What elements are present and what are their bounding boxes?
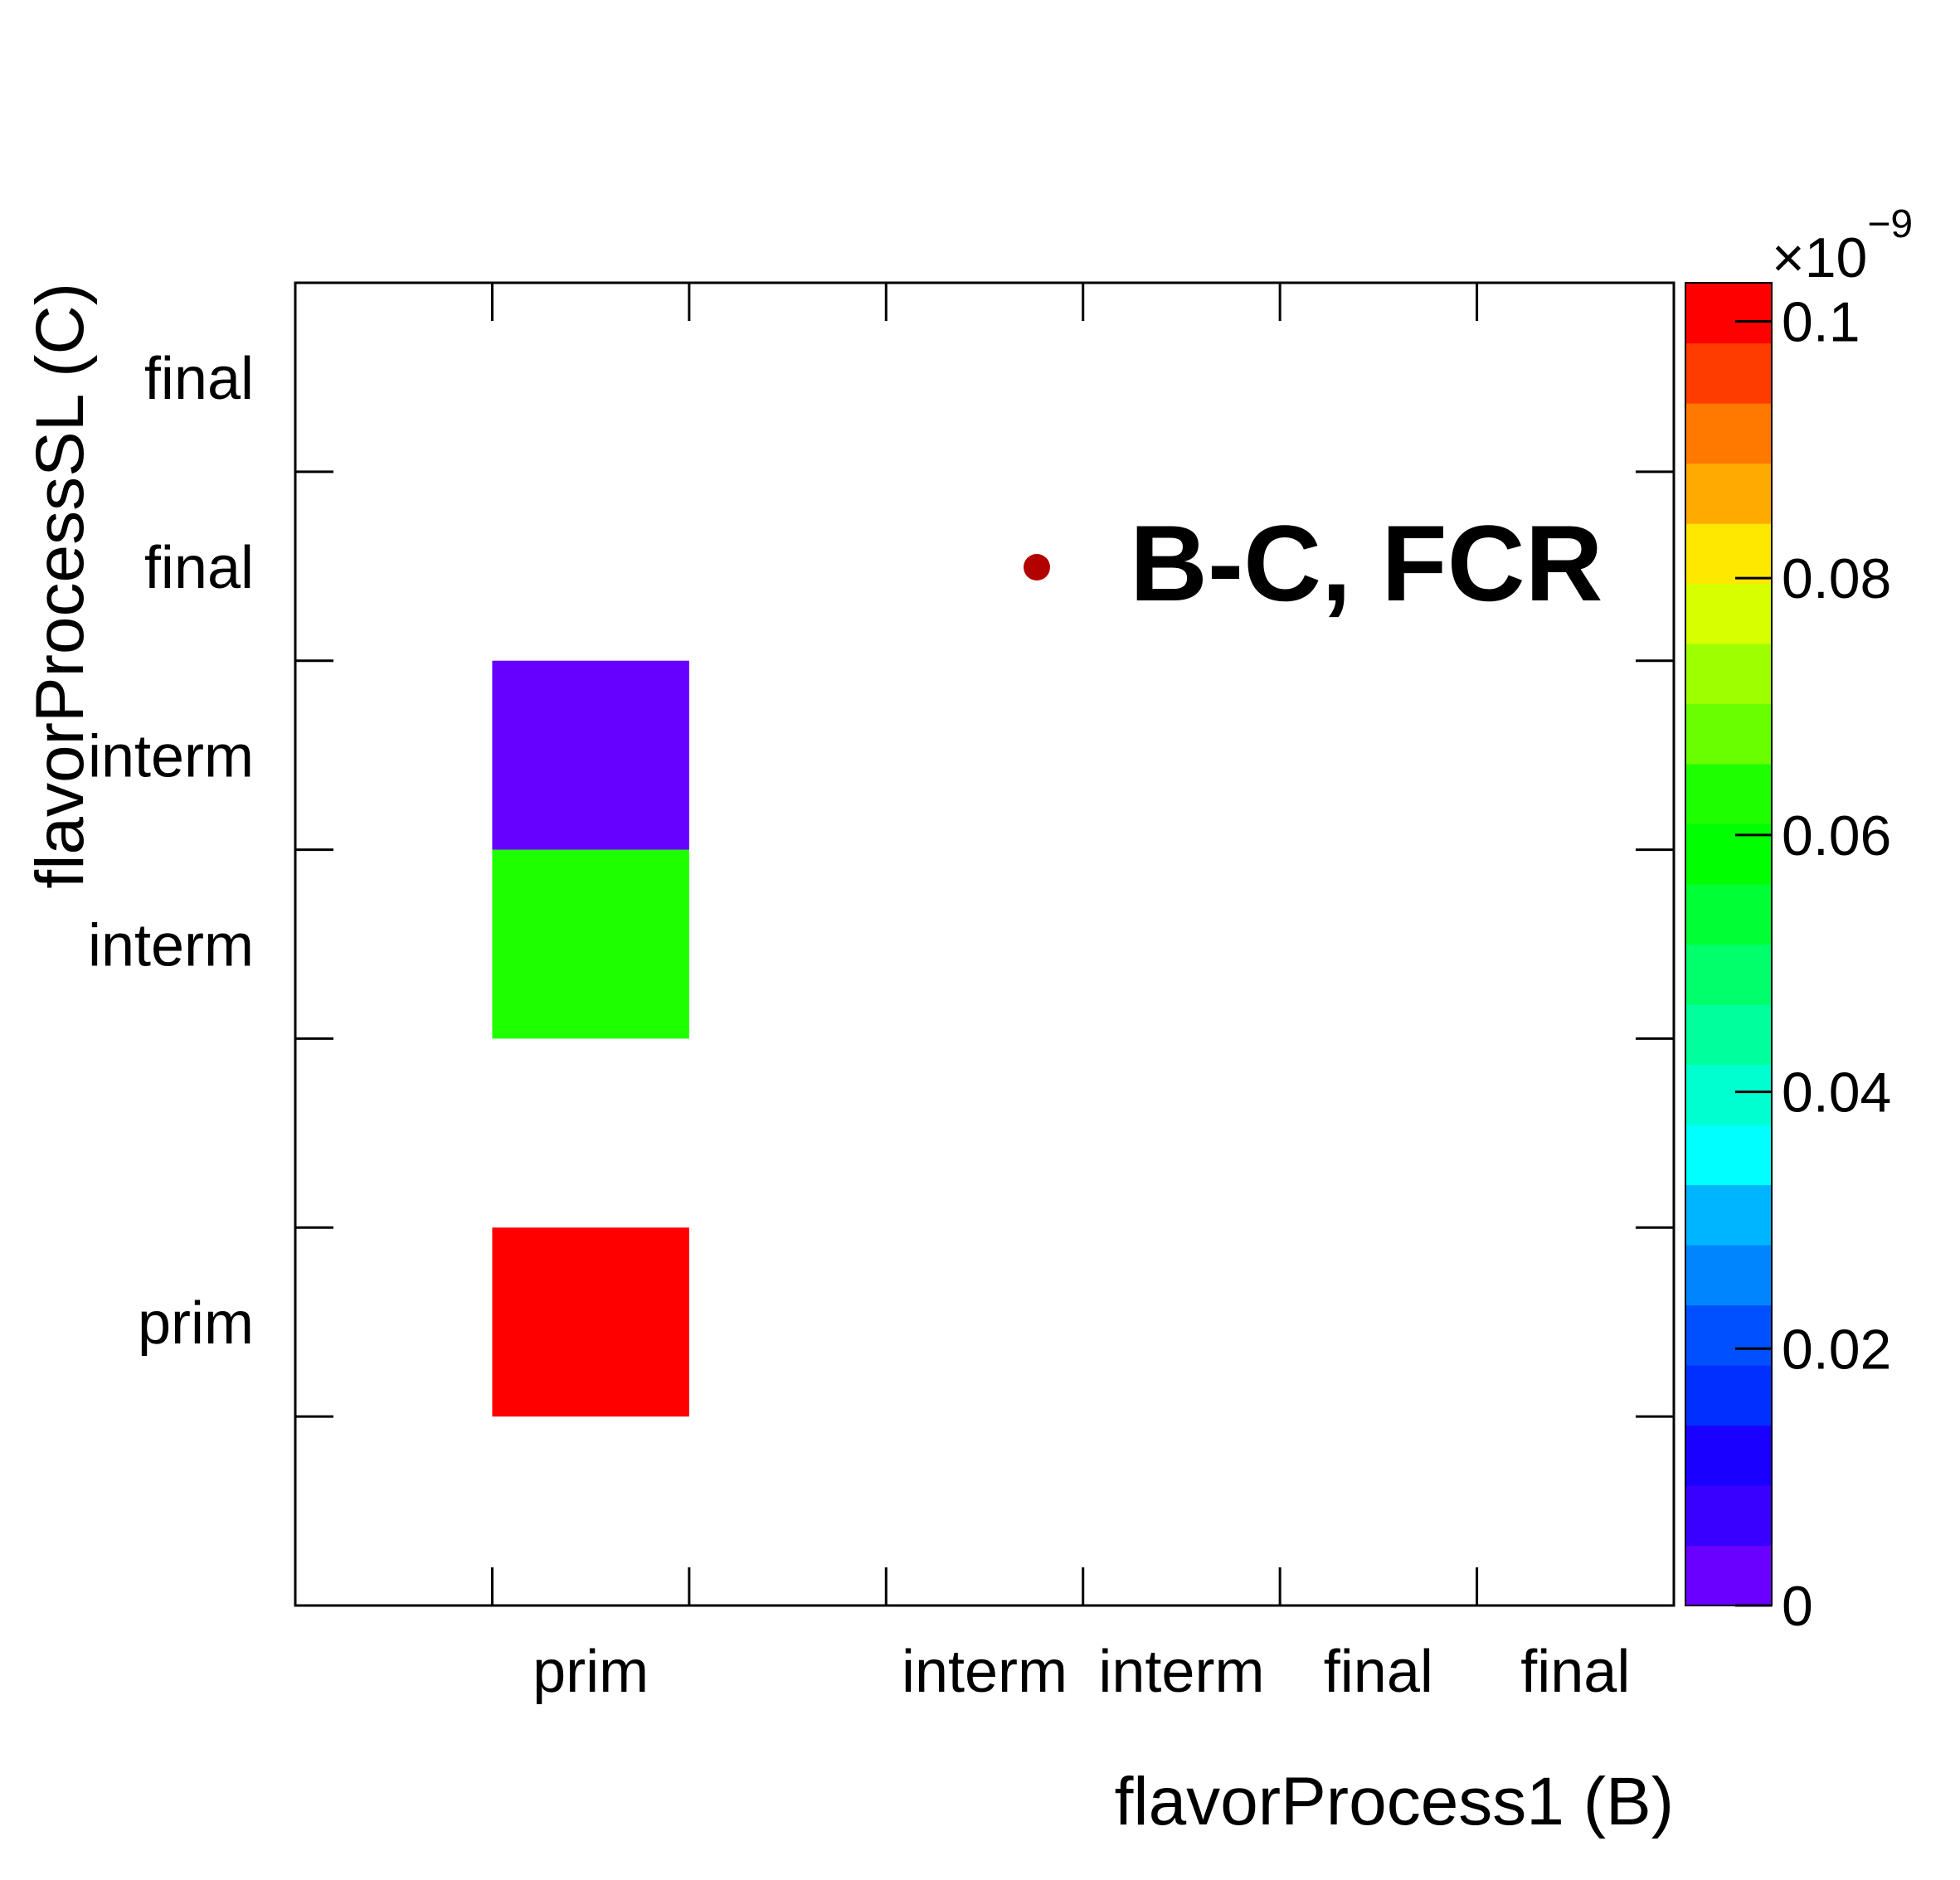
legend-marker xyxy=(1024,554,1050,581)
color-scale-multiplier: ×10−9 xyxy=(1772,202,1913,289)
y-tick-label: prim xyxy=(138,1290,254,1357)
color-scale-band-2 xyxy=(1685,1425,1772,1486)
color-scale-band-12 xyxy=(1685,823,1772,885)
color-scale-multiplier-base: ×10 xyxy=(1772,226,1867,289)
color-scale-band-6 xyxy=(1685,1184,1772,1246)
color-scale-band-11 xyxy=(1685,884,1772,945)
color-scale-band-5 xyxy=(1685,1245,1772,1306)
color-scale-band-14 xyxy=(1685,703,1772,765)
color-scale-band-1 xyxy=(1685,1485,1772,1547)
color-scale-band-20 xyxy=(1685,342,1772,404)
y-axis-title: flavorProcessSL (C) xyxy=(22,283,98,889)
x-axis-title: flavorProcess1 (B) xyxy=(1115,1764,1674,1839)
color-scale-band-19 xyxy=(1685,403,1772,464)
x-tick-label: final xyxy=(1520,1639,1630,1705)
x-tick-labels: prim interm interm final final xyxy=(533,1639,1630,1705)
color-scale-band-21 xyxy=(1685,283,1772,344)
color-scale-frame xyxy=(1685,282,1773,1606)
y-tick-label: interm xyxy=(88,913,254,979)
color-scale-tick-label: 0.1 xyxy=(1782,290,1860,353)
color-scale-band-13 xyxy=(1685,764,1772,825)
color-scale-band-16 xyxy=(1685,583,1772,644)
color-scale-band-4 xyxy=(1685,1304,1772,1366)
legend: B-C, FCR xyxy=(1024,503,1603,624)
color-scale-band-15 xyxy=(1685,644,1772,705)
heatmap-cells xyxy=(492,660,689,1417)
color-scale-multiplier-exponent: −9 xyxy=(1867,202,1913,246)
color-scale-band-17 xyxy=(1685,523,1772,585)
axis-ticks xyxy=(295,283,1674,1606)
x-tick-label: final xyxy=(1324,1639,1433,1705)
color-scale-band-3 xyxy=(1685,1365,1772,1426)
y-tick-label: final xyxy=(144,535,254,601)
color-scale-tick-label: 0.04 xyxy=(1782,1061,1891,1125)
heatmap-cell-2 xyxy=(492,660,689,850)
color-scale-band-18 xyxy=(1685,463,1772,524)
heatmap-cell-1 xyxy=(492,849,689,1039)
x-tick-label: interm xyxy=(902,1639,1068,1705)
legend-label: B-C, FCR xyxy=(1130,503,1603,624)
color-scale-tick-label: 0.08 xyxy=(1782,547,1891,610)
color-scale-tick-label: 0 xyxy=(1782,1575,1813,1638)
color-scale-band-10 xyxy=(1685,944,1772,1005)
color-scale-band-9 xyxy=(1685,1004,1772,1066)
y-tick-label: final xyxy=(144,346,254,412)
heatmap-cell-0 xyxy=(492,1227,689,1417)
color-scale-bar xyxy=(1685,282,1773,1606)
y-tick-label: interm xyxy=(88,724,254,790)
color-scale-tick-label: 0.06 xyxy=(1782,804,1891,867)
color-scale-tick-label: 0.02 xyxy=(1782,1318,1891,1381)
color-scale-ticks: 0 0.02 0.04 0.06 0.08 0.1 xyxy=(1735,290,1891,1638)
color-scale-band-0 xyxy=(1685,1545,1772,1606)
plot-frame xyxy=(294,281,1675,1607)
y-tick-labels: prim interm interm final final xyxy=(88,346,254,1357)
color-scale-band-8 xyxy=(1685,1064,1772,1125)
x-tick-label: interm xyxy=(1098,1639,1264,1705)
color-scale-band-7 xyxy=(1685,1125,1772,1186)
x-tick-label: prim xyxy=(533,1639,649,1705)
